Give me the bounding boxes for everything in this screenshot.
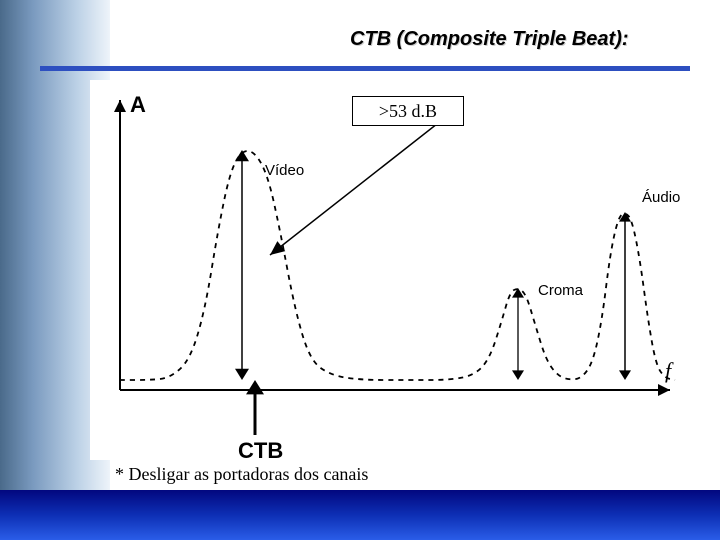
slide: CTB (Composite Triple Beat): AfVídeoCrom… bbox=[0, 0, 720, 540]
title-rule bbox=[40, 66, 690, 71]
chart-svg: AfVídeoCromaÁudioCTB bbox=[90, 80, 690, 460]
svg-text:CTB: CTB bbox=[238, 438, 283, 460]
footer-bar bbox=[0, 490, 720, 540]
footnote: * Desligar as portadoras dos canais bbox=[115, 464, 368, 485]
svg-text:A: A bbox=[130, 92, 146, 117]
db-threshold-label: >53 d.B bbox=[352, 96, 464, 126]
svg-text:Vídeo: Vídeo bbox=[265, 162, 304, 179]
spectrum-chart: AfVídeoCromaÁudioCTB bbox=[90, 80, 690, 460]
svg-text:Croma: Croma bbox=[538, 282, 584, 299]
svg-text:Áudio: Áudio bbox=[642, 189, 680, 206]
page-title: CTB (Composite Triple Beat): bbox=[350, 28, 629, 51]
